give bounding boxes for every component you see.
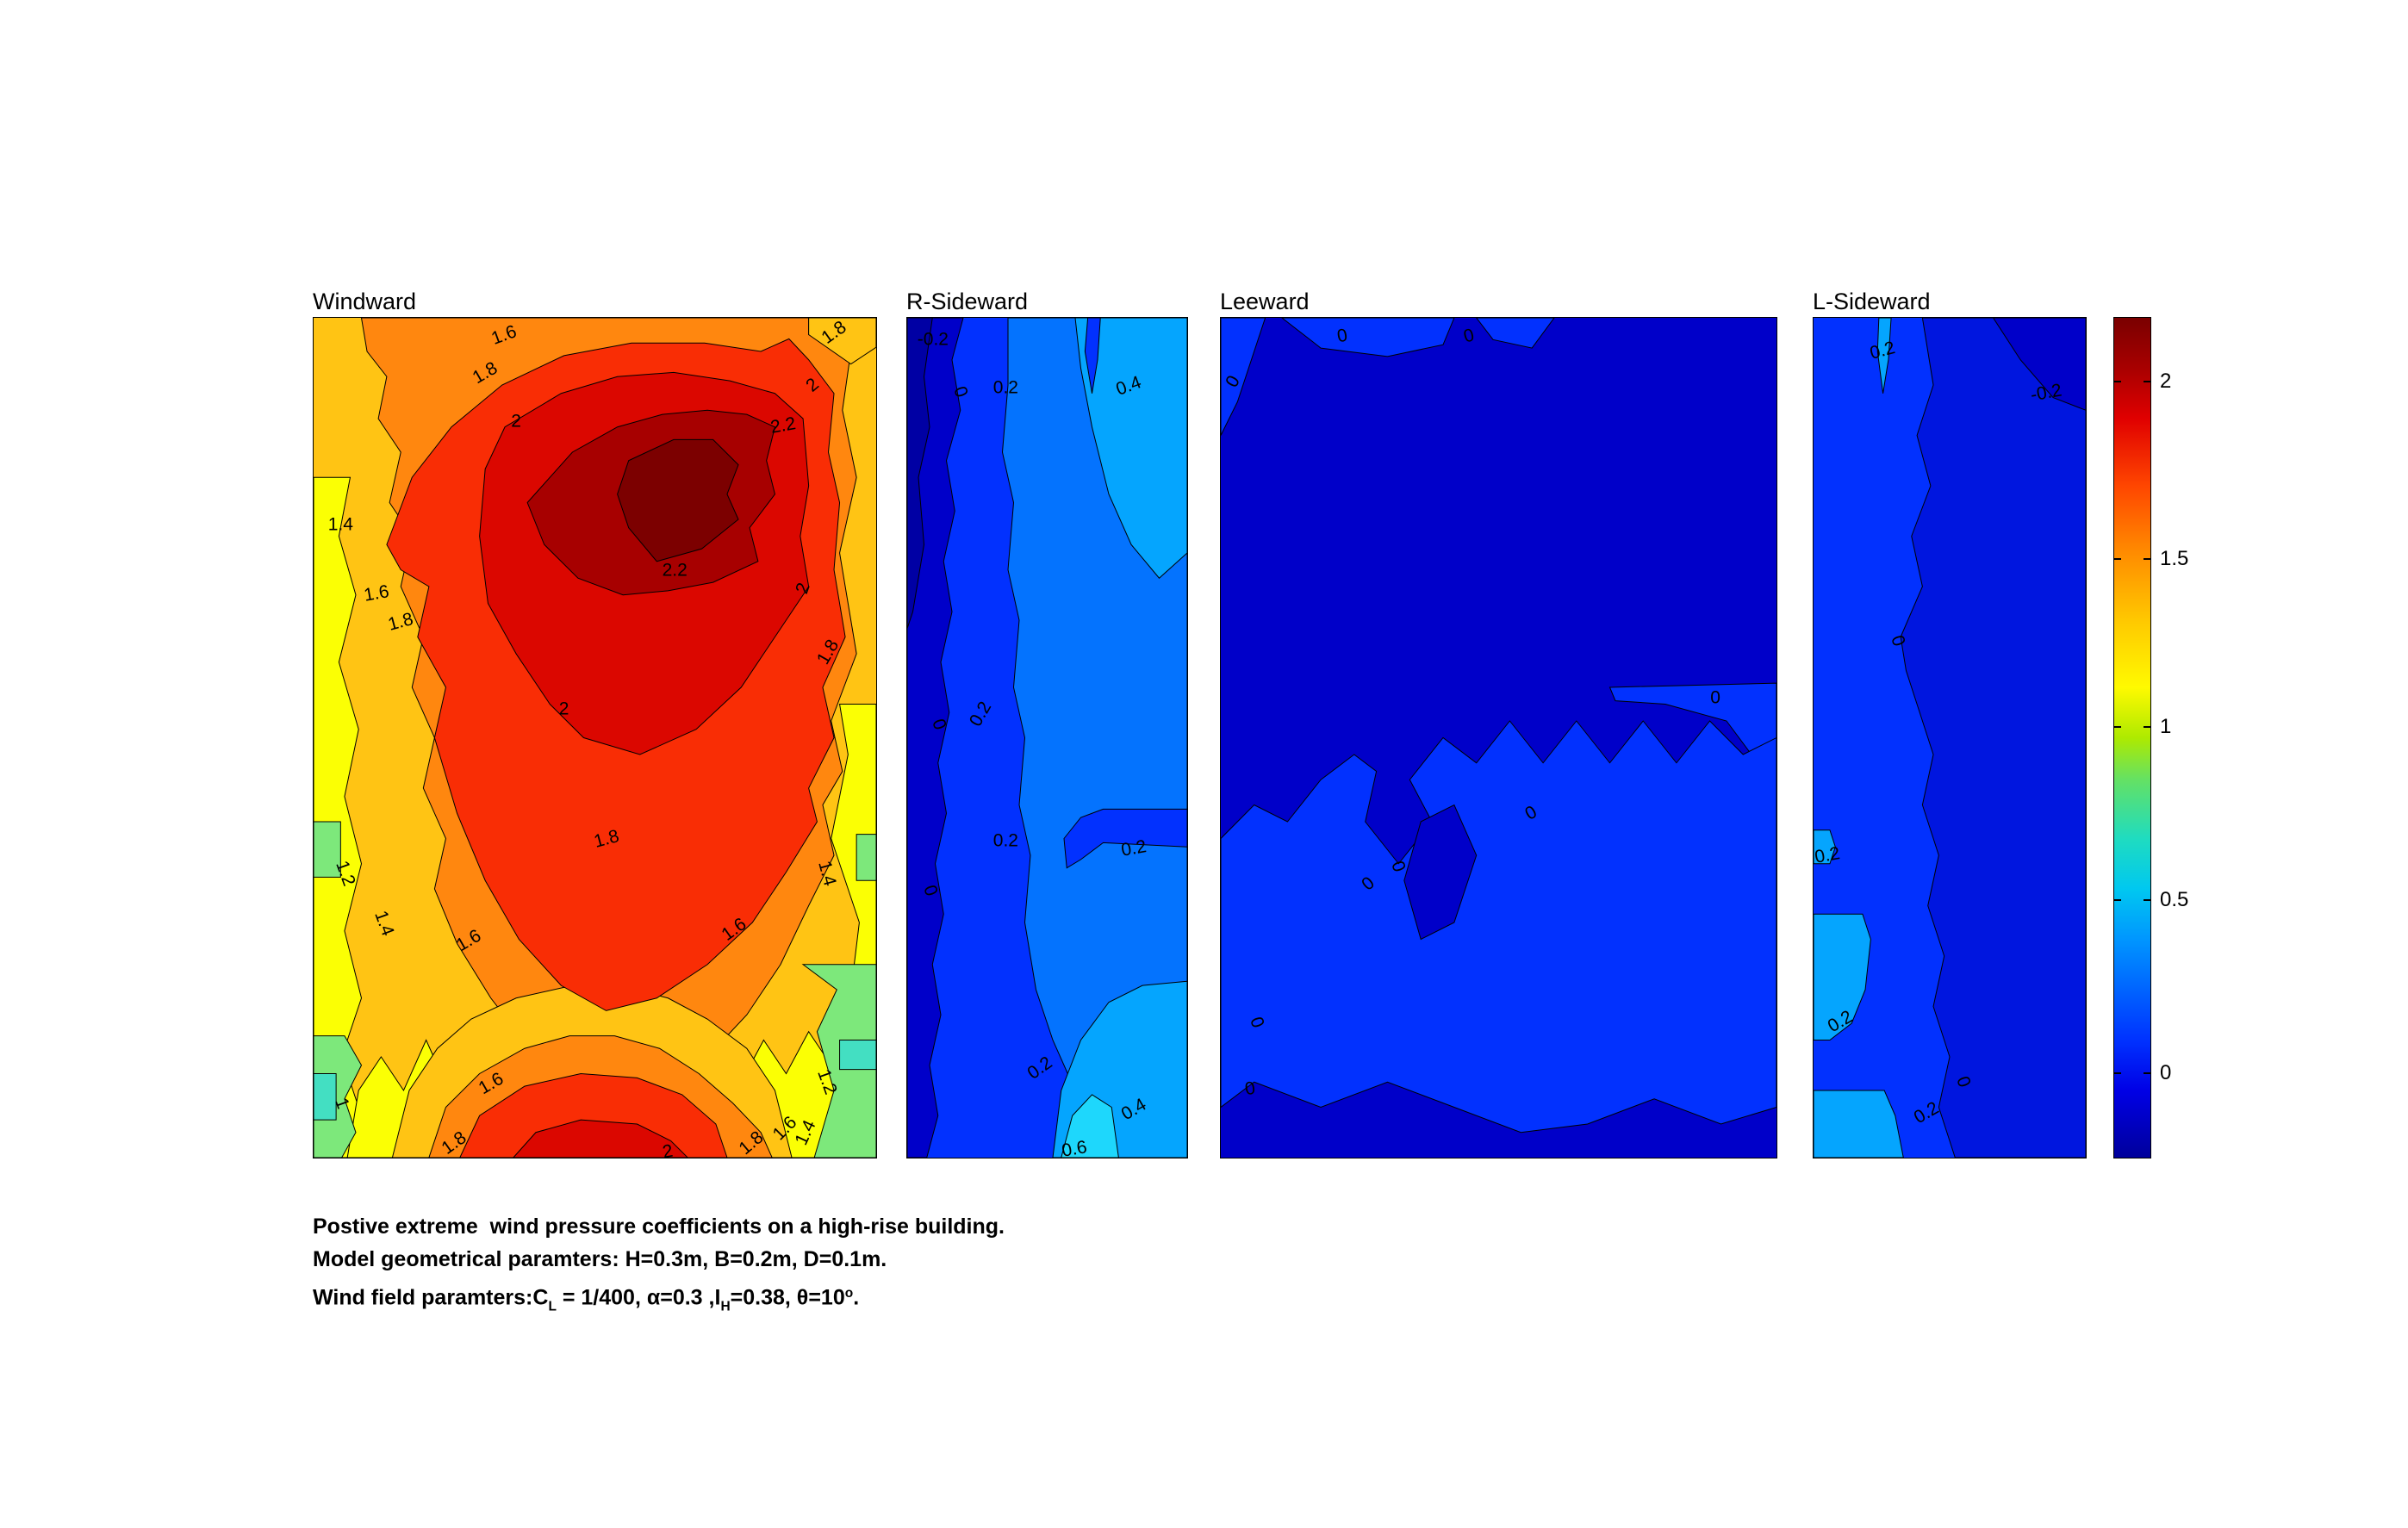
contour-label: 0.2 xyxy=(1813,843,1842,867)
caption-segment: =0.38, xyxy=(730,1285,797,1310)
caption-segment: θ xyxy=(796,1285,809,1310)
contour-label: 0 xyxy=(1710,687,1720,708)
caption-segment: Wind field paramters:C xyxy=(313,1285,549,1310)
caption-segment: α xyxy=(646,1285,661,1310)
contour-label: -0.2 xyxy=(917,329,949,350)
colorbar-tick xyxy=(2144,899,2151,902)
colorbar-tick-label: 1 xyxy=(2160,714,2172,738)
contour-label: 0.2 xyxy=(1119,836,1148,861)
panel-title-l-sideward: L-Sideward xyxy=(1813,289,1931,314)
caption-segment: . xyxy=(853,1285,860,1310)
caption-segment: o xyxy=(844,1286,854,1301)
caption-segment: = 1/400, xyxy=(556,1285,647,1310)
caption-line-3: Wind field paramters:CL = 1/400, α=0.3 ,… xyxy=(313,1283,859,1317)
colorbar-tick-label: 0 xyxy=(2160,1061,2172,1085)
colorbar-tick-label: 2 xyxy=(2160,370,2172,394)
colorbar-tick xyxy=(2144,725,2151,728)
caption-segment: =10 xyxy=(808,1285,845,1310)
contour-label: 1.6 xyxy=(362,581,391,606)
colorbar-tick xyxy=(2113,1072,2121,1075)
contour-panel-r-sideward: -0.2 0 0.2 0.4 0.2 0 0.2 0.2 0 0.2 0.4 0.6 xyxy=(906,317,1188,1158)
colorbar-tick-label: 1.5 xyxy=(2160,547,2189,571)
panel-title-windward: Windward xyxy=(313,289,417,314)
colorbar-tick-label: 0.5 xyxy=(2160,888,2189,912)
contour-label: 0.2 xyxy=(992,377,1018,398)
caption-line-1: Postive extreme wind pressure coefficien… xyxy=(313,1214,1005,1239)
contour-label: 2.2 xyxy=(768,413,797,438)
caption-segment: =0.3 ,I xyxy=(660,1285,721,1310)
colorbar-tick xyxy=(2144,381,2151,383)
colorbar-tick xyxy=(2113,725,2121,728)
colorbar-tick xyxy=(2144,558,2151,561)
caption-segment: H xyxy=(720,1299,731,1314)
contour-label: 2.2 xyxy=(662,560,688,580)
contour-panel-l-sideward: 0.2 -0.2 0 0.2 0.2 0 0.2 xyxy=(1813,317,2087,1158)
contour-panel-windward: 1.6 1.8 1.8 2 2 2.2 2.2 1.4 1.6 1.8 2 2 1.8 1.2 1.4 1.6… xyxy=(313,317,877,1158)
panel-title-r-sideward: R-Sideward xyxy=(906,289,1029,314)
contour-label: 1.4 xyxy=(327,514,353,535)
caption-line-2: Model geometrical paramters: H=0.3m, B=0… xyxy=(313,1247,887,1271)
colorbar-tick xyxy=(2113,558,2121,561)
contour-label: 2 xyxy=(511,411,521,432)
colorbar xyxy=(2113,317,2151,1158)
colorbar-tick xyxy=(2113,899,2121,902)
contour-label: 0.6 xyxy=(1060,1137,1089,1158)
panel-title-leeward: Leeward xyxy=(1220,289,1310,314)
caption-segment: L xyxy=(548,1299,557,1314)
contour-label: 2 xyxy=(558,699,569,719)
colorbar-tick xyxy=(2113,381,2121,383)
colorbar-tick xyxy=(2144,1072,2151,1075)
contour-label: 0.2 xyxy=(992,830,1018,851)
